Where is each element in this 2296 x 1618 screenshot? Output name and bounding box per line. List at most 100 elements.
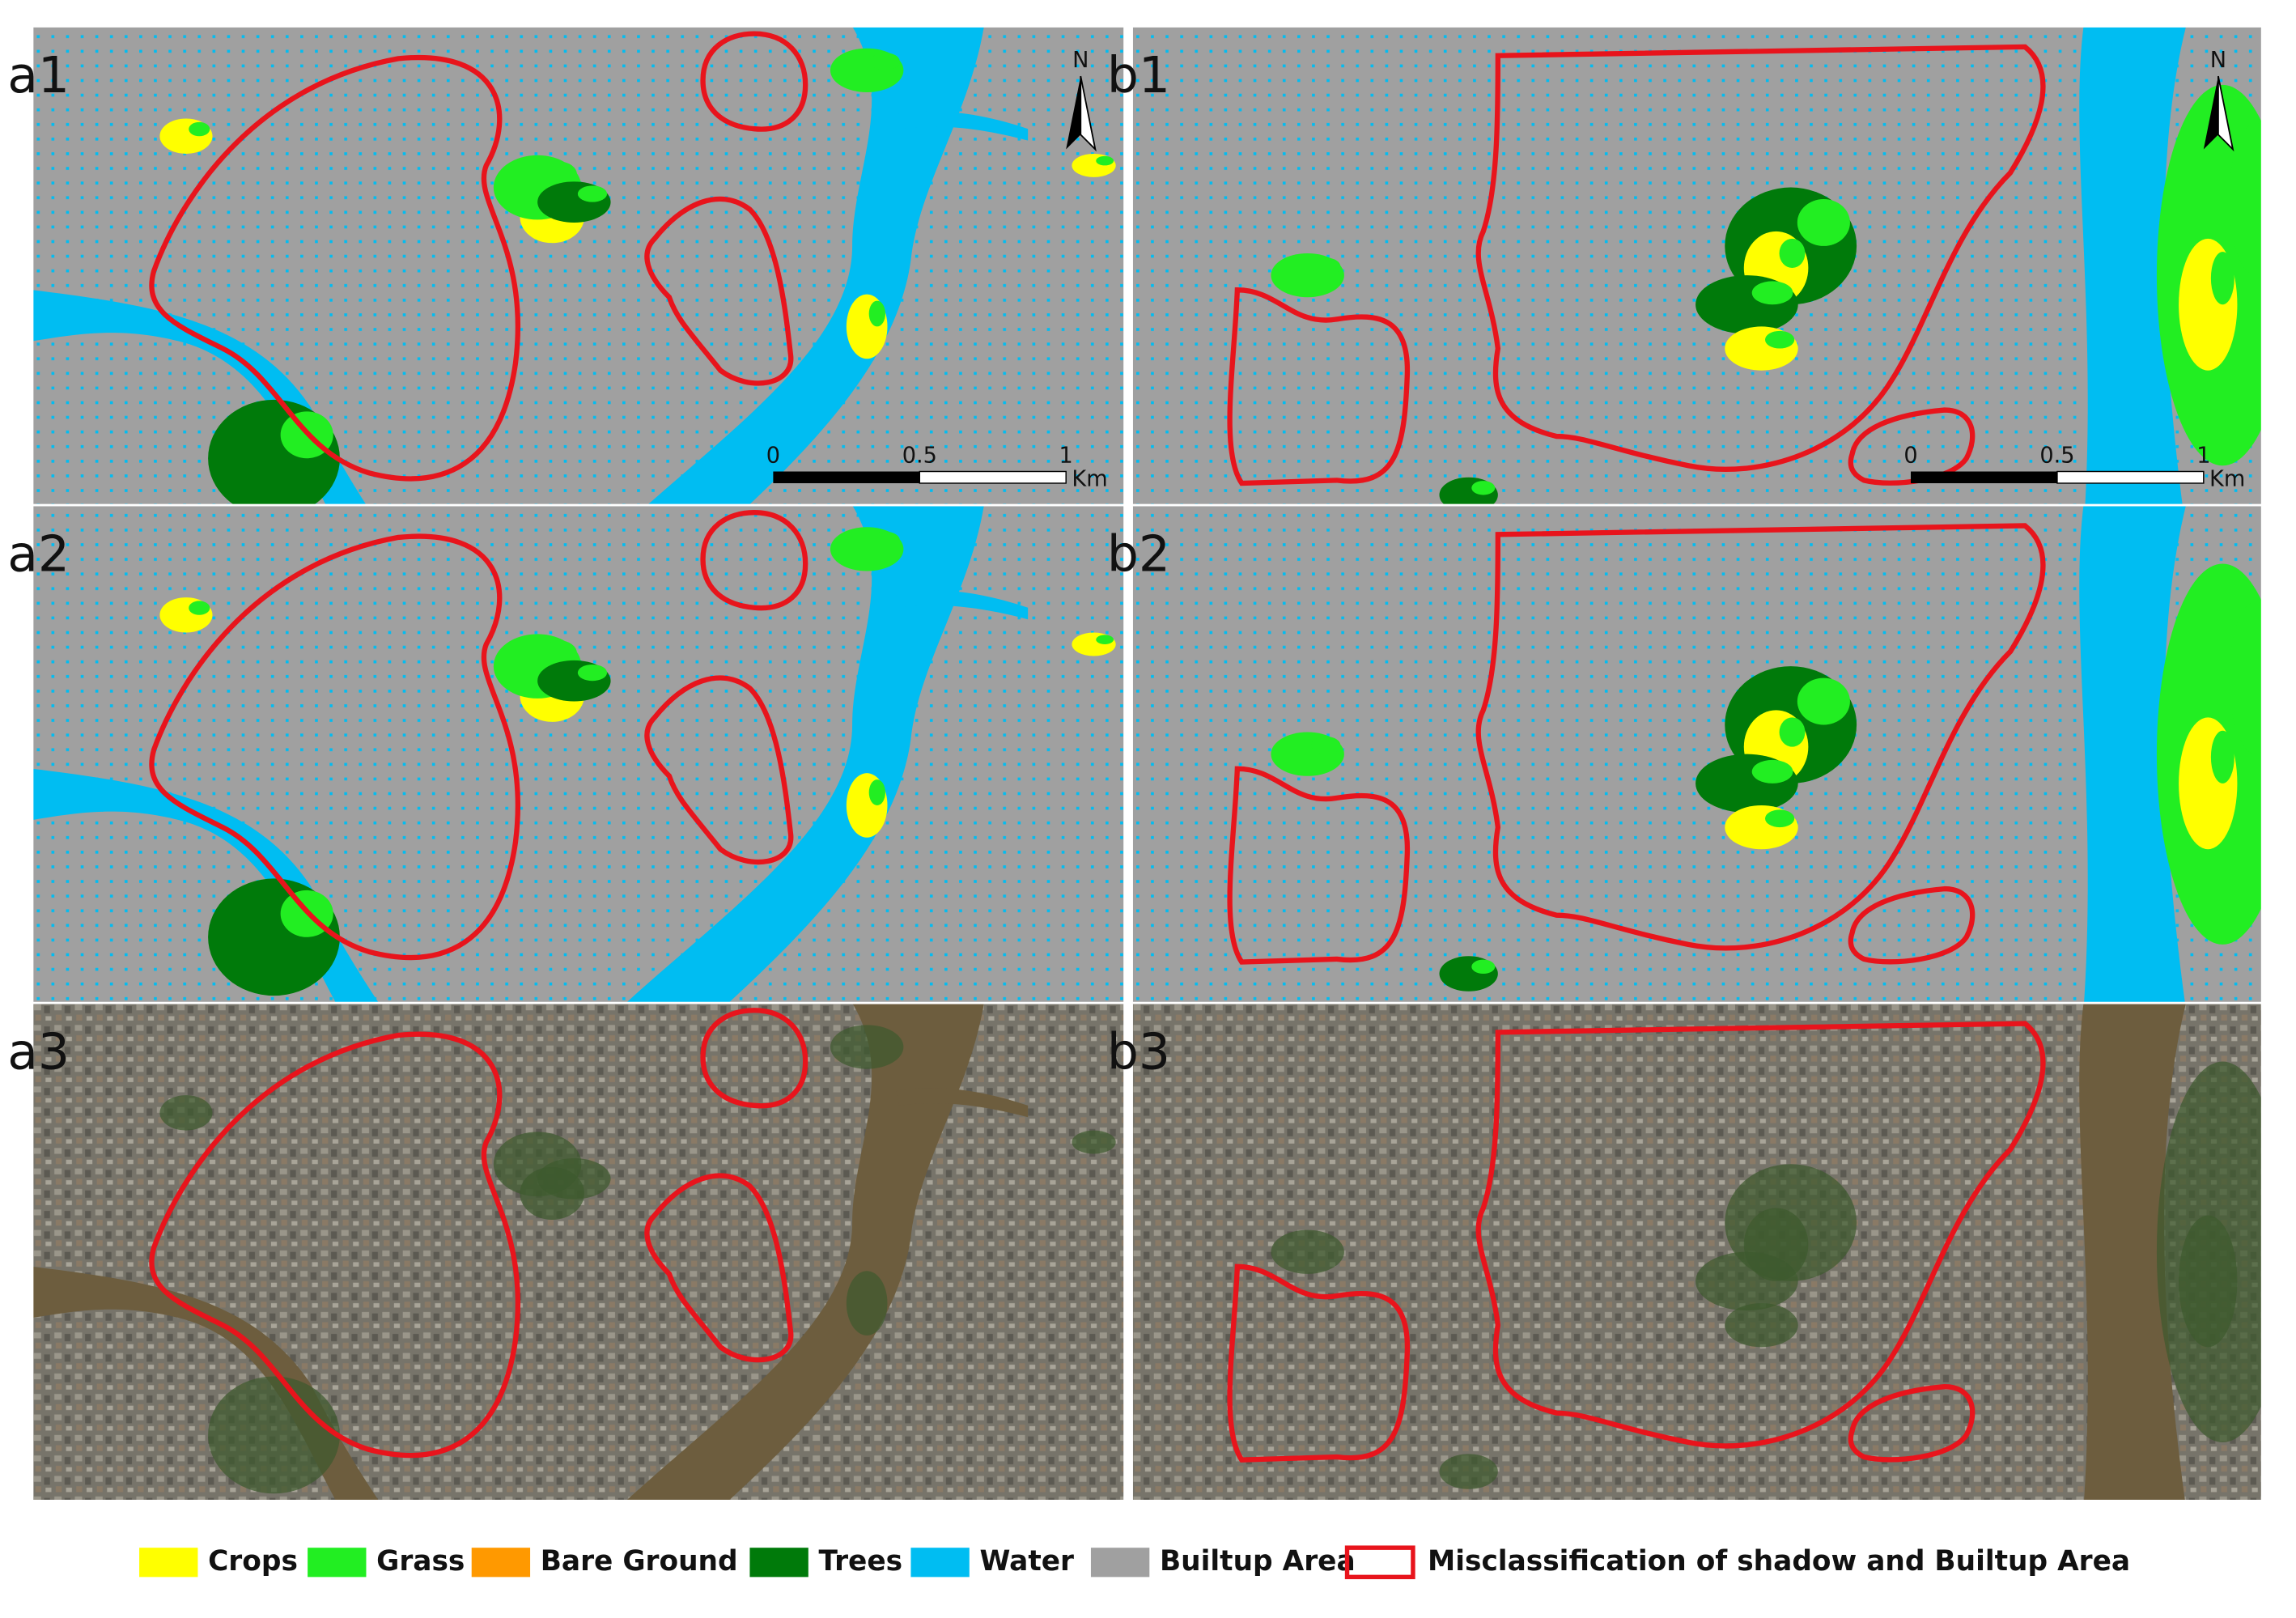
landcover-patch [1311,257,1341,276]
scale-unit: Km [2209,467,2245,492]
vegetation [159,1095,213,1131]
river [32,1266,380,1501]
legend-label: Bare Ground [541,1545,738,1578]
north-arrow [1080,75,1097,152]
landcover-patch [1751,759,1793,784]
legend-swatch [471,1548,531,1578]
misclassification-outline [1227,287,1411,486]
landcover-patch [1765,330,1795,349]
misclassification-outline [149,54,521,482]
misclassification-outline [1848,1384,1976,1463]
misclassification-outline [1475,44,2046,472]
landcover-patch [541,161,577,188]
legend-swatch [749,1548,808,1578]
landcover-patch [1096,635,1114,644]
misclassification-outline [1475,523,2046,951]
scale-unit: Km [1072,467,1107,492]
north-label: N [2210,48,2226,73]
panel-label: a3 [7,1023,70,1081]
river [896,1088,1029,1118]
misclassification-outline [1227,766,1411,965]
misclassification-outline [700,1008,808,1109]
misclassification-outline [700,510,808,611]
vegetation [537,1157,611,1200]
landcover-patch [868,779,885,805]
vegetation [1439,1454,1498,1489]
landcover-patch [1779,238,1806,269]
landcover-patch [1471,959,1496,975]
scale-tick-label: 0.5 [902,444,937,469]
vegetation [1072,1130,1116,1154]
legend-swatch [1344,1545,1415,1580]
landcover-patch [189,601,210,615]
landcover-patch [2229,122,2263,276]
panel-border [1131,1001,2264,1502]
misclassification-outline [1848,885,1976,965]
scale-bar [773,471,920,483]
landcover-patch [1797,677,1850,725]
map-panel [32,26,1125,506]
landcover-patch [1765,809,1795,828]
map-panel [1131,26,2263,506]
legend-swatch [308,1548,367,1578]
scale-bar [1911,471,2057,483]
scale-tick-label: 0 [766,444,780,469]
misclassification-outline [1475,1021,2046,1449]
landcover-patch [1471,481,1496,495]
landcover-patch [189,121,210,137]
vegetation [2179,1215,2238,1348]
vegetation [1271,1229,1344,1274]
legend-swatch [139,1548,198,1578]
vegetation [208,1376,340,1494]
legend-swatch [1090,1548,1150,1578]
scale-tick-label: 0.5 [2039,444,2074,469]
legend-label: Trees [818,1545,902,1578]
scale-tick-label: 1 [1059,444,1073,469]
landcover-patch [1311,736,1341,754]
panel-label: b3 [1107,1023,1170,1081]
river [32,768,380,1004]
map-panel [1131,1003,2263,1501]
landcover-patch [577,185,608,202]
north-label: N [1072,48,1089,73]
legend-label: Misclassification of shadow and Builtup … [1428,1545,2130,1578]
scale-bar [919,470,1067,484]
vegetation [1695,1251,1798,1311]
landcover-patch [870,531,900,550]
north-arrow [2217,75,2234,152]
panel-border [31,1001,1126,1502]
panel-label: a1 [7,46,70,104]
scale-tick-label: 0 [1903,444,1917,469]
landcover-patch [577,664,608,682]
misclassification-outline [644,1173,794,1363]
panel-label: a2 [7,525,70,584]
panel-label: b2 [1107,525,1170,584]
landcover-patch [1797,199,1850,246]
vegetation [1725,1303,1798,1348]
vegetation [830,1025,904,1069]
landcover-patch [868,300,885,327]
river [626,505,984,1004]
landcover-patch [1779,717,1806,747]
misclassification-outline [644,675,794,865]
map-panel [1131,505,2263,1004]
landcover-patch [2210,252,2234,305]
map-panel [32,1003,1125,1501]
legend-swatch [910,1548,970,1578]
legend-label: Crops [208,1545,298,1578]
misclassification-outline [149,533,521,961]
river [626,1003,984,1501]
misclassification-outline [149,1031,521,1459]
landcover-patch [1751,281,1793,305]
river [896,590,1029,620]
misclassification-outline [700,31,808,132]
landcover-patch [1096,155,1114,166]
misclassification-outline [644,196,794,386]
map-panel [32,505,1125,1004]
river [2079,505,2187,1004]
river [896,111,1029,141]
landcover-patch [541,640,577,667]
landcover-patch [2229,601,2263,754]
